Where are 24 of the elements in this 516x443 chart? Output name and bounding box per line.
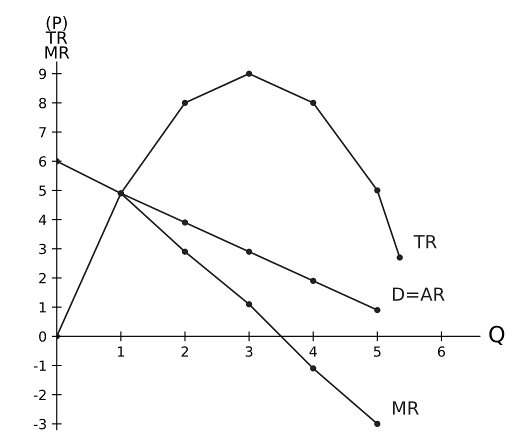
- series-label: MR: [392, 401, 419, 415]
- series-label: TR: [414, 235, 437, 248]
- y-tick-label: 3: [39, 244, 46, 254]
- x-tick-label: 6: [438, 346, 445, 357]
- y-tick-label: 9: [39, 68, 46, 80]
- y-tick-label: 1: [40, 302, 46, 312]
- y-tick-label: 5: [39, 186, 46, 196]
- x-tick-label: 4: [309, 346, 317, 357]
- y-tick-label: -1: [34, 360, 46, 371]
- y-tick-label: 7: [39, 127, 46, 138]
- y-tick-label: -2: [34, 390, 46, 400]
- y-tick-label: 0: [39, 331, 46, 342]
- y-tick-label: 6: [39, 156, 46, 167]
- y-axis-title: (P) TR MR: [45, 16, 70, 59]
- x-tick-label: 3: [246, 346, 252, 357]
- x-tick-label: 2: [182, 346, 188, 357]
- y-tick-label: 2: [39, 272, 46, 284]
- y-tick-label: 8: [39, 98, 46, 108]
- x-tick-label: 5: [374, 346, 381, 357]
- y-tick-label: -3: [34, 418, 46, 430]
- x-tick-label: 1: [118, 346, 124, 357]
- x-axis-title: Q: [489, 326, 504, 346]
- y-tick-label: 4: [38, 214, 46, 225]
- series-label: D=AR: [392, 288, 445, 301]
